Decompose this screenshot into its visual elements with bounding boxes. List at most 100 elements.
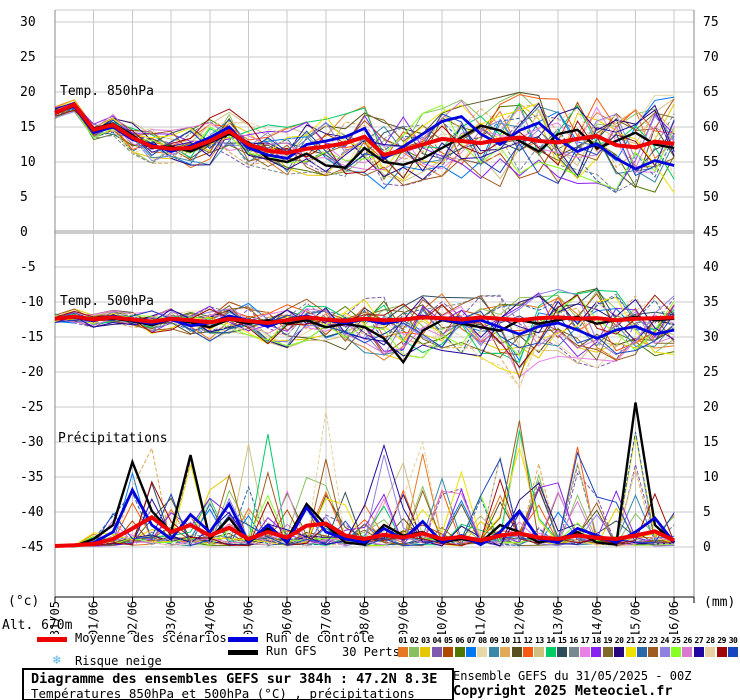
pert-color-swatch bbox=[522, 647, 533, 657]
pert-item: 11 bbox=[511, 636, 522, 660]
pert-item: 01 bbox=[397, 636, 408, 660]
svg-text:08/06: 08/06 bbox=[358, 601, 372, 634]
pert-number: 01 bbox=[398, 636, 408, 645]
pert-number: 10 bbox=[500, 636, 510, 645]
series-precipitations bbox=[54, 402, 676, 548]
altitude-label: Alt. 670m bbox=[2, 618, 73, 633]
mean-line-swatch bbox=[37, 637, 67, 642]
svg-text:05/06: 05/06 bbox=[242, 601, 256, 634]
series-temp_850hPa bbox=[54, 91, 675, 194]
pert-color-swatch bbox=[614, 647, 625, 657]
svg-text:10/06: 10/06 bbox=[435, 601, 449, 634]
svg-text:55: 55 bbox=[703, 155, 719, 170]
svg-text:06/06: 06/06 bbox=[280, 601, 294, 634]
svg-text:12/06: 12/06 bbox=[512, 601, 526, 634]
pert-number: 23 bbox=[648, 636, 658, 645]
pert-number: 16 bbox=[569, 636, 578, 645]
pert-number: 24 bbox=[660, 636, 669, 645]
pert-number: 05 bbox=[443, 636, 453, 645]
pert-number: 27 bbox=[694, 636, 704, 645]
pert-color-swatch bbox=[454, 647, 465, 657]
pert-color-swatch bbox=[625, 647, 636, 657]
pert-number: 18 bbox=[592, 636, 601, 645]
pert-number: 07 bbox=[466, 636, 476, 645]
svg-text:60: 60 bbox=[703, 120, 719, 135]
svg-text:15: 15 bbox=[20, 120, 36, 135]
info-box: Diagramme des ensembles GEFS sur 384h : … bbox=[22, 668, 454, 700]
axis-labels: 302520151050-5-10-15-20-25-30-35-40-4575… bbox=[20, 15, 719, 634]
svg-text:-40: -40 bbox=[20, 505, 43, 520]
pert-item: 26 bbox=[682, 636, 693, 660]
pert-color-swatch bbox=[728, 647, 739, 657]
svg-text:04/06: 04/06 bbox=[203, 601, 217, 634]
ensemble-chart: 302520151050-5-10-15-20-25-30-35-40-4575… bbox=[20, 9, 719, 634]
pert-item: 12 bbox=[522, 636, 533, 660]
pert-item: 02 bbox=[408, 636, 420, 660]
pert-number: 28 bbox=[705, 636, 715, 645]
svg-text:40: 40 bbox=[703, 260, 719, 275]
svg-text:30: 30 bbox=[20, 15, 36, 30]
legend-gfs-label: Run GFS bbox=[266, 644, 317, 658]
svg-text:30: 30 bbox=[703, 330, 719, 345]
svg-text:75: 75 bbox=[703, 15, 719, 30]
pert-number: 15 bbox=[557, 636, 567, 645]
legend-mean-label: Moyenne des scénarios bbox=[75, 631, 227, 645]
pert-number: 29 bbox=[717, 636, 726, 645]
x-axis bbox=[54, 596, 695, 603]
svg-text:65: 65 bbox=[703, 85, 719, 100]
pert-color-swatch bbox=[500, 647, 511, 657]
svg-text:11/06: 11/06 bbox=[474, 601, 488, 634]
svg-text:31/05: 31/05 bbox=[48, 601, 62, 634]
svg-text:-25: -25 bbox=[20, 400, 43, 415]
pert-item: 19 bbox=[602, 636, 613, 660]
pert-number: 06 bbox=[455, 636, 464, 645]
pert-color-swatch bbox=[443, 647, 454, 657]
panel-label-temp_850hPa: Temp. 850hPa bbox=[60, 84, 154, 99]
pert-item: 22 bbox=[636, 636, 647, 660]
diagram-title: Diagramme des ensembles GEFS sur 384h : … bbox=[31, 671, 438, 687]
svg-text:-20: -20 bbox=[20, 365, 43, 380]
svg-text:-35: -35 bbox=[20, 470, 43, 485]
pert-color-swatch bbox=[682, 647, 693, 657]
pert-number: 12 bbox=[523, 636, 533, 645]
pert-color-swatch bbox=[636, 647, 647, 657]
pert-color-swatch bbox=[557, 647, 568, 657]
pert-number: 13 bbox=[535, 636, 544, 645]
pert-item: 14 bbox=[545, 636, 556, 660]
pert-color-swatch bbox=[671, 647, 682, 657]
pert-color-swatch bbox=[693, 647, 704, 657]
pert-color-swatch bbox=[579, 647, 590, 657]
svg-text:10: 10 bbox=[703, 470, 719, 485]
svg-text:20: 20 bbox=[20, 85, 36, 100]
pert-color-swatch bbox=[659, 647, 670, 657]
svg-text:25: 25 bbox=[703, 365, 719, 380]
svg-text:70: 70 bbox=[703, 50, 719, 65]
svg-text:50: 50 bbox=[703, 190, 719, 205]
snowflake-icon: ❄ bbox=[53, 653, 61, 668]
pert-item: 21 bbox=[625, 636, 636, 660]
pert-color-swatch bbox=[431, 647, 442, 657]
pert-color-swatch bbox=[397, 647, 408, 657]
pert-item: 08 bbox=[477, 636, 488, 660]
control-line-swatch bbox=[228, 637, 258, 642]
svg-text:-45: -45 bbox=[20, 540, 43, 555]
pert-number: 20 bbox=[614, 636, 624, 645]
pert-item: 29 bbox=[716, 636, 727, 660]
pert-color-swatch bbox=[477, 647, 488, 657]
pert-item: 18 bbox=[591, 636, 602, 660]
pert-color-swatch bbox=[420, 647, 431, 657]
pert-item: 15 bbox=[556, 636, 568, 660]
run-info: Ensemble GEFS du 31/05/2025 - 00Z bbox=[453, 669, 692, 683]
pert-color-swatch bbox=[705, 647, 716, 657]
pert-item: 04 bbox=[431, 636, 442, 660]
pert-number: 02 bbox=[409, 636, 419, 645]
svg-text:03/06: 03/06 bbox=[164, 601, 178, 634]
pert-color-swatch bbox=[409, 647, 420, 657]
pert-number: 08 bbox=[478, 636, 487, 645]
pert-item: 30 bbox=[727, 636, 739, 660]
pert-number: 22 bbox=[637, 636, 647, 645]
pert-item: 27 bbox=[693, 636, 704, 660]
pert-color-swatch bbox=[488, 647, 499, 657]
left-axis-unit: (°c) bbox=[8, 594, 40, 609]
